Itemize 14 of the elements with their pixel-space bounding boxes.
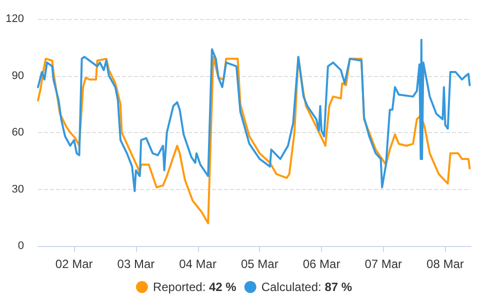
legend-label: Calculated: 87 %	[261, 280, 352, 294]
y-tick-label: 0	[18, 240, 24, 252]
y-tick-label: 90	[12, 70, 24, 82]
y-tick-label: 120	[6, 13, 24, 25]
legend-label: Reported: 42 %	[152, 280, 237, 294]
x-tick-label: 08 Mar	[426, 257, 464, 271]
x-tick-label: 02 Mar	[55, 257, 93, 271]
y-tick-label: 60	[12, 126, 24, 138]
x-tick-label: 07 Mar	[364, 257, 402, 271]
x-tick-label: 03 Mar	[117, 257, 155, 271]
x-tick-label: 06 Mar	[302, 257, 340, 271]
x-tick-label: 05 Mar	[240, 257, 278, 271]
x-tick-label: 04 Mar	[179, 257, 216, 271]
y-tick-label: 30	[12, 183, 24, 196]
